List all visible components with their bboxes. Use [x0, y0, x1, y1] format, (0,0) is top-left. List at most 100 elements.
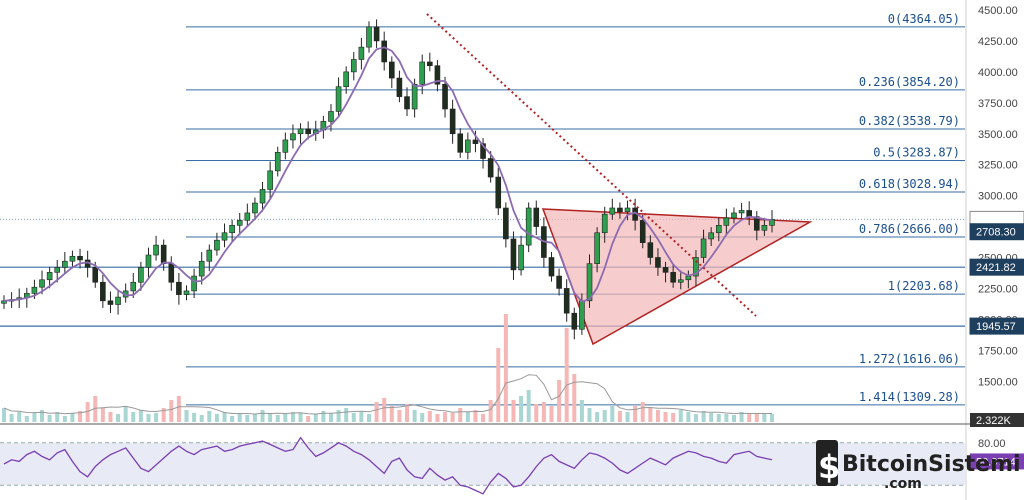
volume-bar [739, 412, 744, 422]
candle-down [176, 281, 182, 295]
candle-down [655, 257, 661, 268]
volume-bar [389, 406, 394, 422]
price-tick-label: 3500.00 [978, 129, 1018, 141]
volume-bar [336, 410, 341, 422]
candle-up [715, 225, 722, 234]
fib-label: 0.5(3283.87) [873, 145, 960, 159]
volume-bar [549, 406, 554, 422]
volume-bar [199, 415, 204, 422]
volume-bar [503, 314, 508, 422]
fib-label: 1.272(1616.06) [859, 352, 960, 366]
volume-bar [420, 413, 425, 422]
candle-up [761, 225, 768, 231]
volume-bar [321, 411, 326, 422]
volume-bar [709, 413, 714, 422]
fib-label: 0.382(3538.79) [859, 114, 960, 128]
volume-bar [78, 411, 83, 422]
volume-bar [747, 413, 752, 422]
volume-bar [617, 411, 622, 422]
volume-bar [435, 414, 440, 422]
candle-up [601, 213, 608, 234]
volume-bar [32, 413, 37, 422]
volume-bar [754, 413, 759, 422]
candle-up [594, 232, 600, 264]
volume-bar [610, 406, 615, 422]
volume-badge-label: 2.322K [976, 415, 1012, 427]
rsi-band [0, 442, 965, 486]
volume-bar [686, 412, 691, 422]
candle-down [434, 65, 441, 85]
candle-down [563, 288, 570, 314]
candle-down [472, 139, 479, 144]
candle-down [571, 312, 578, 330]
volume-bar [564, 328, 569, 422]
volume-bar [427, 411, 432, 422]
price-badge [969, 317, 1024, 335]
candle-up [290, 133, 296, 141]
volume-bar [108, 412, 113, 422]
volume-bar [306, 416, 311, 422]
volume-bar [222, 412, 227, 422]
candle-down [495, 176, 502, 209]
volume-bar [731, 415, 736, 422]
candle-up [130, 281, 137, 292]
volume-bar [176, 396, 181, 422]
candle-down [548, 257, 555, 277]
candle-up [267, 170, 273, 190]
price-axis[interactable]: 4500.00 4250.00 4000.00 3750.00 3500.00 3250.… [969, 5, 1024, 427]
candle-up [252, 202, 258, 214]
fib-label: 0.236(3854.20) [859, 75, 960, 89]
candle-down [487, 158, 494, 178]
candle-up [54, 267, 61, 273]
volume-bar [192, 413, 197, 422]
price-tick-label: 2250.00 [978, 283, 1018, 295]
candle-down [746, 210, 752, 217]
volume-bar [161, 408, 166, 422]
candle-up [1, 300, 7, 304]
volume-bar [572, 374, 577, 422]
fib-label: 0.786(2666.00) [859, 222, 960, 236]
candle-up [214, 239, 220, 251]
candle-up [145, 254, 152, 268]
volume-bar [511, 400, 516, 422]
candle-up [677, 279, 684, 283]
volume-bar [298, 413, 303, 422]
volume-bar [496, 348, 501, 422]
candle-up [46, 272, 53, 281]
volume-bar [131, 412, 136, 422]
candlesticks [1, 19, 775, 340]
fib-label: 0(4364.05) [888, 12, 960, 26]
volume-bar [62, 416, 67, 422]
candle-up [138, 267, 144, 283]
fib-label: 1.414(1309.28) [859, 390, 960, 404]
candle-up [69, 255, 76, 262]
volume-bar [123, 406, 128, 422]
fib-label: 0.618(3028.94) [859, 177, 960, 191]
bitcoin-logo-icon: $ [816, 440, 840, 486]
volume-bar [488, 400, 493, 422]
volume-bar [138, 410, 143, 422]
candle-up [518, 244, 524, 271]
price-badge-label: 1945.57 [976, 321, 1016, 333]
rsi-line [3, 436, 773, 495]
candle-up [738, 210, 745, 214]
volume-bar [762, 414, 767, 422]
volume-bar [100, 408, 105, 422]
rsi-badge-label: 50.0714 [976, 456, 1016, 468]
candle-down [533, 207, 540, 227]
volume-bar [595, 412, 600, 422]
candle-up [198, 260, 205, 277]
volume-bar [716, 414, 721, 422]
candle-up [769, 219, 775, 226]
volume-bar [587, 408, 592, 422]
volume-bar [55, 412, 60, 422]
volume-bar [382, 398, 387, 422]
candle-down [480, 143, 486, 159]
volume-bar [366, 414, 371, 422]
volume-bar [214, 414, 219, 422]
price-badge [969, 258, 1024, 276]
volume-bar [693, 414, 698, 422]
volume-bar [625, 412, 630, 422]
volume-bar [473, 410, 478, 422]
